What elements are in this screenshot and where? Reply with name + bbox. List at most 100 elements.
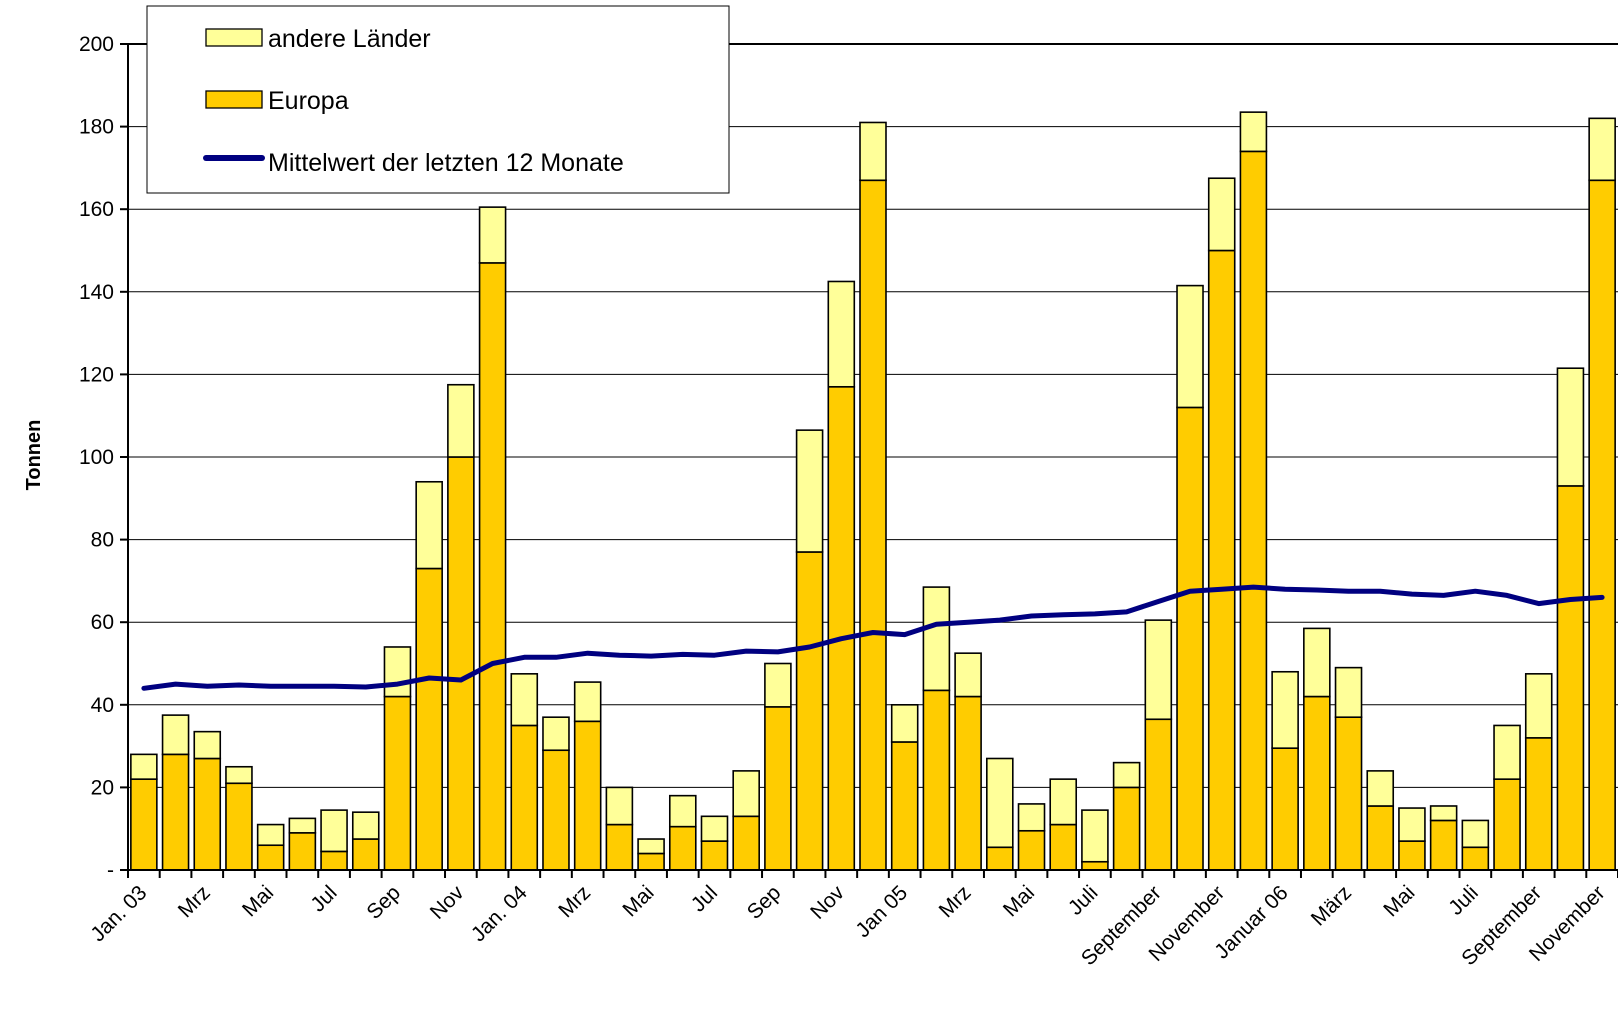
x-tick-label: Sep xyxy=(743,881,786,924)
bar-andere-laender xyxy=(1461,819,1490,849)
bar-europa xyxy=(1556,485,1585,871)
bar-marks xyxy=(130,111,1616,871)
bar-andere-laender xyxy=(447,383,475,458)
y-tick-labels: - 20 40 60 80 100 120 140 160 180 200 xyxy=(79,33,114,882)
bar-europa xyxy=(700,840,729,871)
bar-andere-laender xyxy=(1366,770,1395,807)
bar-andere-laender xyxy=(225,765,253,785)
legend-label-average-line: Mittelwert der letzten 12 Monate xyxy=(268,149,624,177)
bar-europa xyxy=(1303,695,1331,871)
bar-andere-laender xyxy=(605,786,634,826)
bar-andere-laender xyxy=(986,757,1014,849)
bar-andere-laender xyxy=(383,646,412,698)
bar-andere-laender xyxy=(922,586,951,692)
legend-label-andere-laender: andere Länder xyxy=(268,25,431,53)
x-tick-label: Juli xyxy=(1444,881,1483,920)
x-tick-label: Jan. 04 xyxy=(467,881,532,946)
y-tick-label: 180 xyxy=(79,116,114,139)
bar-andere-laender xyxy=(161,714,190,756)
bar-andere-laender xyxy=(193,730,222,760)
bar-europa xyxy=(764,706,792,871)
bar-europa xyxy=(161,753,190,871)
bar-andere-laender xyxy=(1524,673,1553,739)
bar-europa xyxy=(1081,860,1109,871)
bar-andere-laender xyxy=(542,716,570,752)
bar-europa xyxy=(510,724,539,871)
y-tick-label: 20 xyxy=(91,776,114,799)
bar-europa xyxy=(1207,249,1236,871)
bar-andere-laender xyxy=(478,206,507,264)
bar-andere-laender xyxy=(764,662,792,708)
bar-andere-laender xyxy=(1176,284,1204,409)
bar-europa xyxy=(1017,829,1046,871)
y-tick-label: 100 xyxy=(79,446,114,469)
bar-andere-laender xyxy=(890,703,919,743)
bar-europa xyxy=(1524,737,1553,871)
y-tick-label: 160 xyxy=(79,198,114,221)
bar-andere-laender xyxy=(1112,761,1141,789)
bar-europa xyxy=(1366,805,1395,871)
y-tick-label: 40 xyxy=(91,694,114,717)
bar-andere-laender xyxy=(954,652,982,698)
bar-andere-laender xyxy=(1049,778,1078,826)
bar-europa xyxy=(986,846,1014,871)
bar-europa xyxy=(573,720,602,871)
bar-europa xyxy=(1334,716,1363,871)
bar-andere-laender xyxy=(637,838,665,855)
bar-europa xyxy=(1461,846,1490,871)
bar-andere-laender xyxy=(827,280,856,388)
x-tick-label: Mrz xyxy=(935,881,976,922)
legend-swatch-europa xyxy=(205,90,263,109)
bar-europa xyxy=(637,852,665,871)
bar-europa xyxy=(447,456,475,871)
bar-europa xyxy=(478,262,507,871)
bar-europa xyxy=(1049,823,1078,871)
bar-europa xyxy=(890,741,919,871)
bar-andere-laender xyxy=(1144,619,1173,721)
bar-europa xyxy=(1144,718,1173,871)
bar-europa xyxy=(193,757,222,871)
bar-europa xyxy=(1112,786,1141,871)
x-tick-label: Jan. 03 xyxy=(86,881,151,946)
bar-europa xyxy=(954,695,982,871)
bar-europa xyxy=(1493,778,1521,871)
y-tick-label: 140 xyxy=(79,281,114,304)
average-line-path xyxy=(141,584,1605,691)
y-tick-label: - xyxy=(107,859,114,882)
x-tick-label: Juli xyxy=(1064,881,1103,920)
bar-andere-laender xyxy=(1303,627,1331,698)
bar-europa xyxy=(795,551,824,871)
bar-europa xyxy=(130,778,158,871)
x-tick-label: Mai xyxy=(238,881,278,921)
bar-andere-laender xyxy=(1239,111,1268,153)
x-tick-label: Jul xyxy=(687,881,722,916)
average-line xyxy=(141,584,1605,691)
x-tick-label: Mai xyxy=(618,881,658,921)
y-tick-label: 80 xyxy=(91,529,114,552)
bar-andere-laender xyxy=(130,753,158,780)
legend-swatch-andere-laender xyxy=(205,28,263,47)
bar-andere-laender xyxy=(1556,367,1585,487)
bar-andere-laender xyxy=(1207,177,1236,252)
bar-andere-laender xyxy=(859,121,887,182)
bar-andere-laender xyxy=(351,811,380,840)
y-axis-label: Tonnen xyxy=(23,420,45,491)
bar-andere-laender xyxy=(1081,809,1109,863)
x-tick-label: März xyxy=(1307,881,1356,930)
bar-andere-laender xyxy=(320,809,348,853)
bar-europa xyxy=(288,832,317,871)
bar-europa xyxy=(1398,840,1426,871)
bar-europa xyxy=(922,689,951,871)
bar-andere-laender xyxy=(415,480,443,570)
bar-europa xyxy=(732,815,760,871)
bar-andere-laender xyxy=(510,673,539,727)
x-tick-label: Mrz xyxy=(174,881,215,922)
bar-europa xyxy=(415,567,443,871)
bar-europa xyxy=(225,782,253,871)
bar-andere-laender xyxy=(795,429,824,553)
bar-europa xyxy=(859,179,887,871)
bar-andere-laender xyxy=(1493,724,1521,780)
